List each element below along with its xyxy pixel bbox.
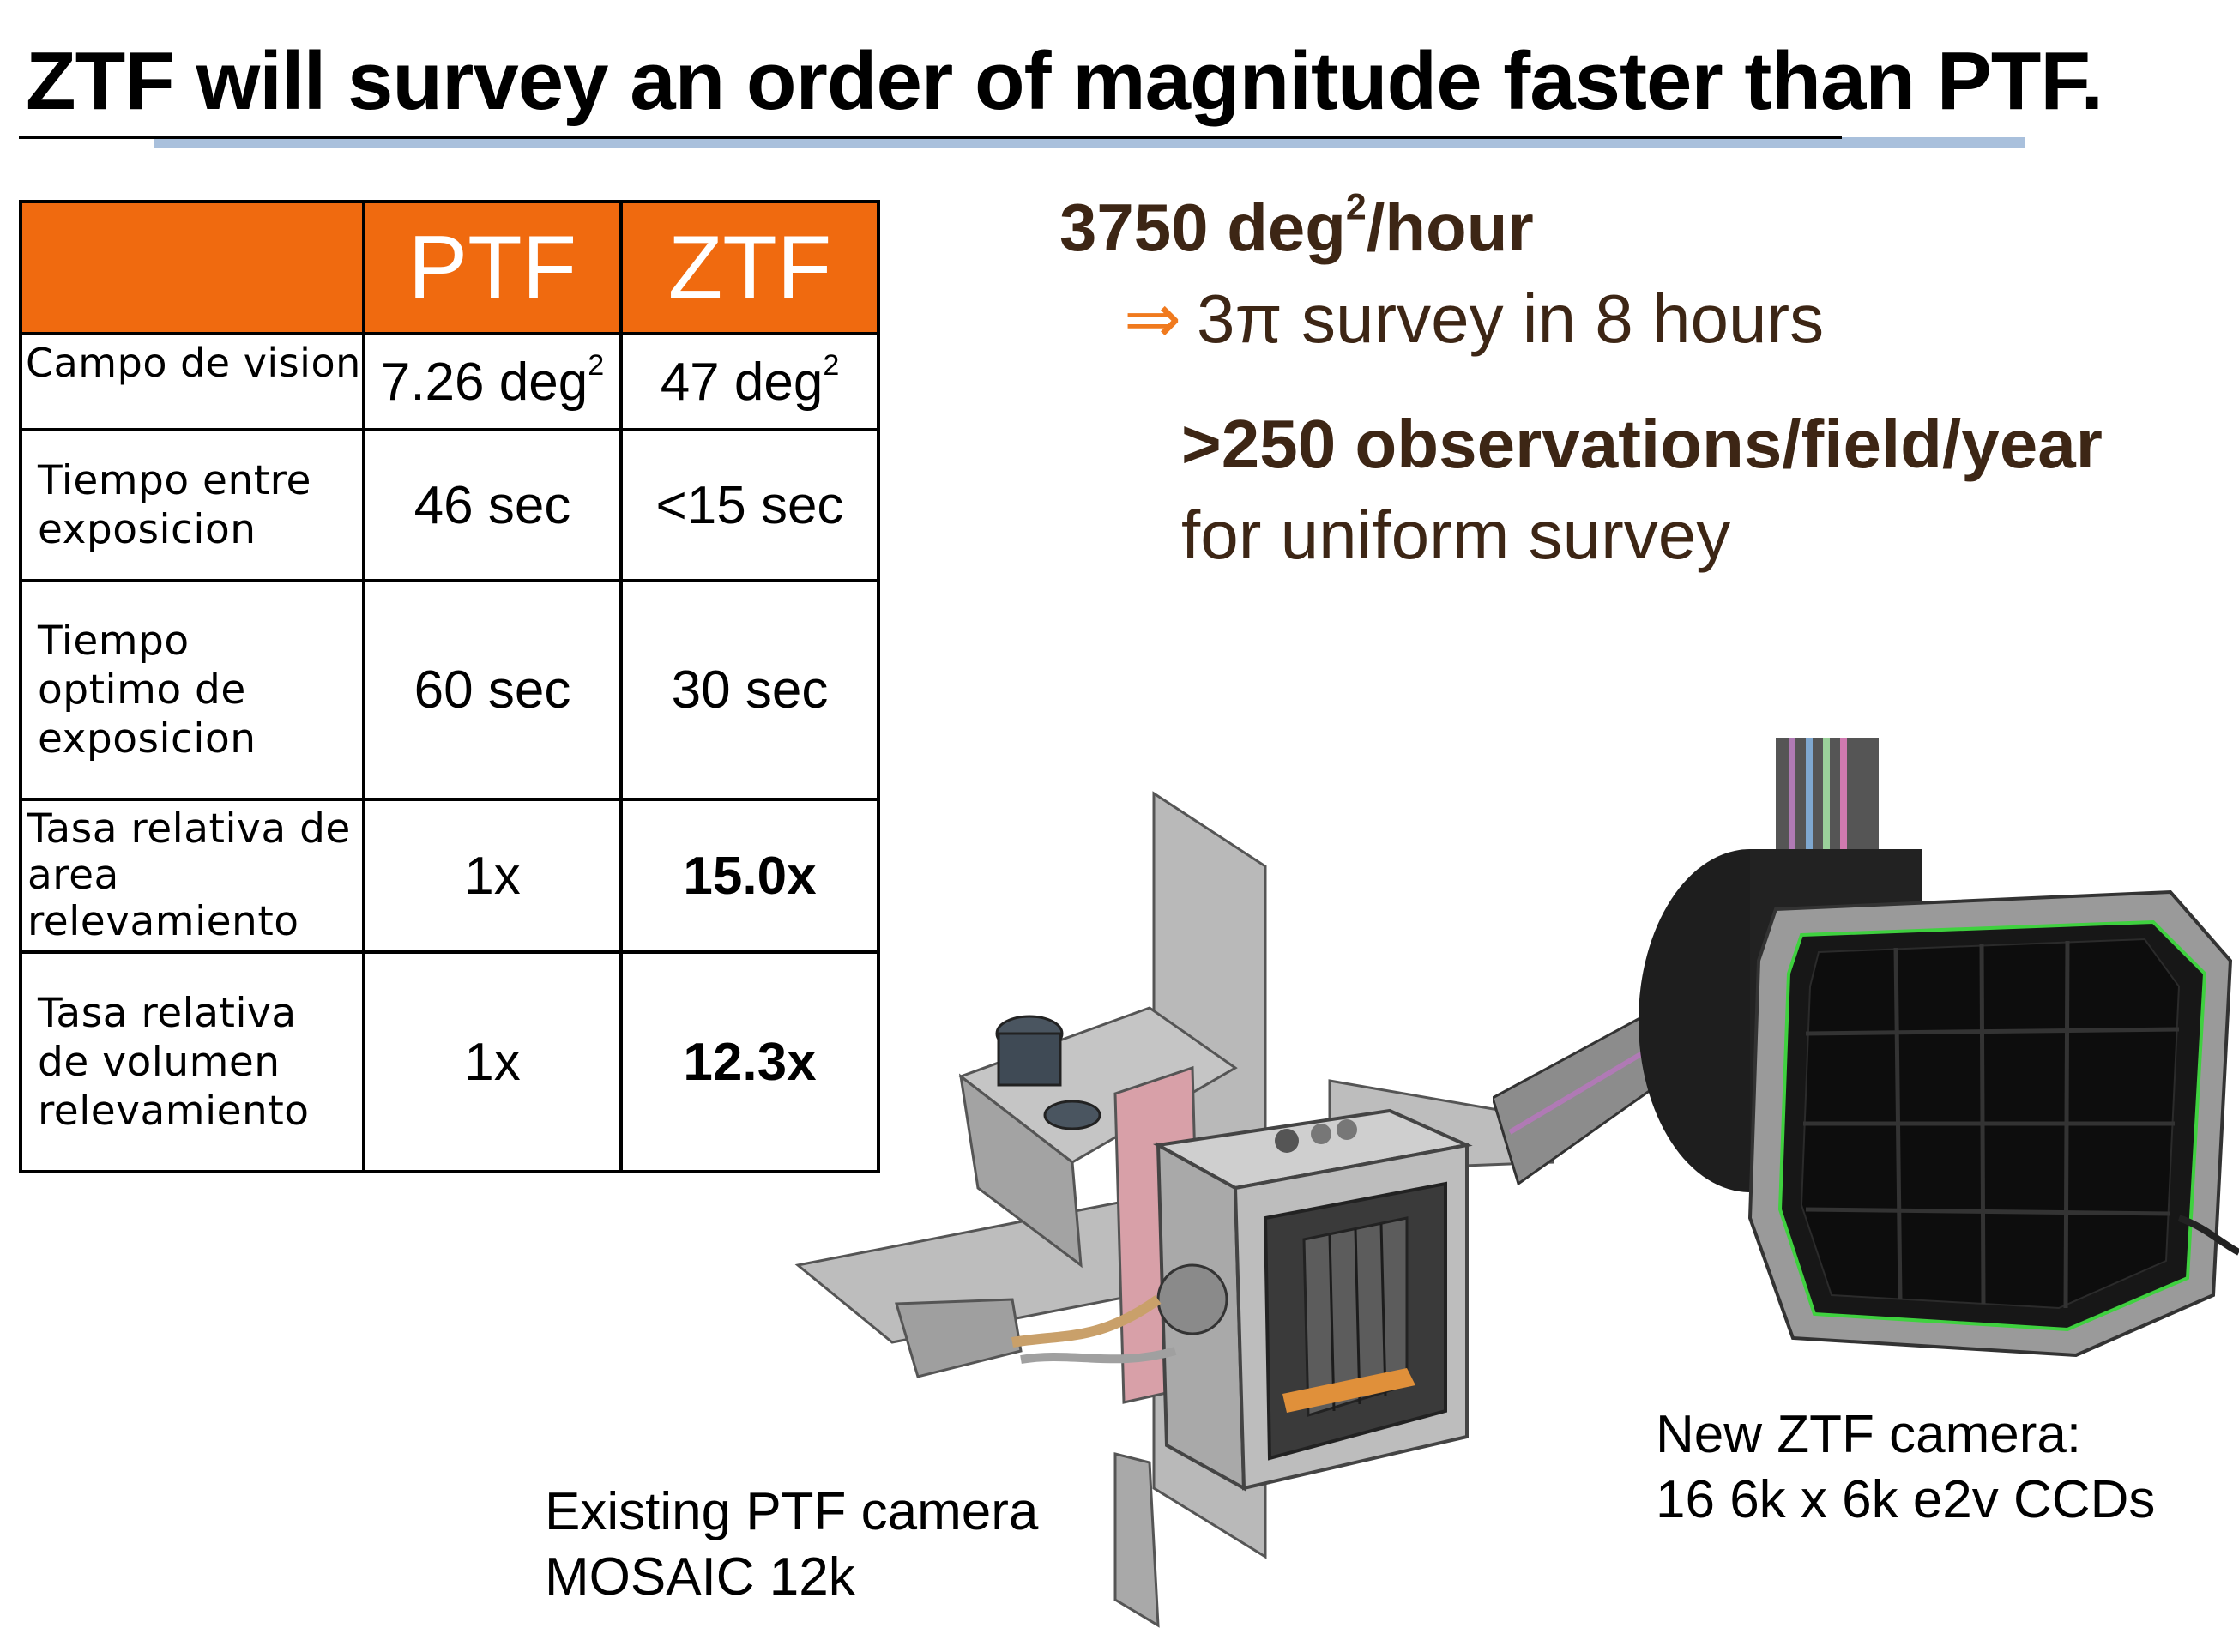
table-row: Tasa relativa de volumen relevamiento 1x 1… <box>19 950 880 1173</box>
survey-implication: ⇒ 3π survey in 8 hours <box>1124 280 1825 357</box>
row-ptf-value: 46 sec <box>362 428 623 582</box>
table-header-row: PTF ZTF <box>19 200 880 335</box>
comparison-table: PTF ZTF Campo de vision 7.26 deg2 47 deg… <box>19 200 880 1173</box>
row-label: Tasa relativa de area relevamiento <box>19 798 365 954</box>
ztf-camera-caption: New ZTF camera: 16 6k x 6k e2v CCDs <box>1656 1405 2156 1529</box>
header-ptf: PTF <box>362 200 623 335</box>
ptf-camera-caption: Existing PTF camera MOSAIC 12k <box>545 1482 1039 1607</box>
observations-headline: >250 observations/field/year <box>1181 406 2103 482</box>
table-row: Tiempo optimo de exposicion 60 sec 30 sec <box>19 579 880 801</box>
ztf-camera-image <box>1493 738 2239 1358</box>
observations-subtext: for uniform survey <box>1181 497 1731 573</box>
table-row: Campo de vision 7.26 deg2 47 deg2 <box>19 332 880 431</box>
row-label: Tasa relativa de volumen relevamiento <box>19 950 365 1173</box>
header-empty-cell <box>19 200 365 335</box>
table-row: Tiempo entre exposicion 46 sec <15 sec <box>19 428 880 582</box>
row-ztf-value: 12.3x <box>619 950 880 1173</box>
implies-arrow-icon: ⇒ <box>1124 280 1182 357</box>
survey-rate: 3750 deg2/hour <box>1059 186 1534 265</box>
row-label: Tiempo optimo de exposicion <box>19 579 365 801</box>
row-label: Tiempo entre exposicion <box>19 428 365 582</box>
header-ztf: ZTF <box>619 200 880 335</box>
title-underline-black <box>19 136 1842 139</box>
table-row: Tasa relativa de area relevamiento 1x 15.0… <box>19 798 880 954</box>
row-ptf-value: 1x <box>362 798 623 954</box>
row-ztf-value: <15 sec <box>619 428 880 582</box>
ptf-camera-image <box>794 791 1554 1628</box>
row-label: Campo de vision <box>19 332 365 431</box>
row-ptf-value: 1x <box>362 950 623 1173</box>
row-ptf-value: 60 sec <box>362 579 623 801</box>
row-ztf-value: 30 sec <box>619 579 880 801</box>
slide-title: ZTF will survey an order of magnitude fa… <box>26 35 2103 127</box>
title-underline-blue <box>154 137 2025 148</box>
row-ztf-value: 15.0x <box>619 798 880 954</box>
row-ptf-value: 7.26 deg2 <box>362 332 623 431</box>
row-ztf-value: 47 deg2 <box>619 332 880 431</box>
